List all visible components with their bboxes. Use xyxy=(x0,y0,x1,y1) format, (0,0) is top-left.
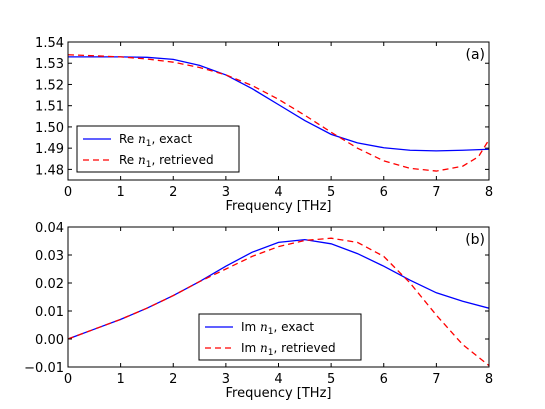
y-tick-label: 1.52 xyxy=(35,78,64,93)
y-tick-label: 1.53 xyxy=(35,57,64,72)
legend: Re n1, exact Re n1, retrieved xyxy=(76,125,240,173)
x-axis-label: Frequency [THz] xyxy=(226,386,332,401)
y-tick-label: 0.04 xyxy=(35,221,64,236)
x-tick-label: 2 xyxy=(169,372,177,387)
x-tick-label: 3 xyxy=(222,372,230,387)
x-tick-label: 3 xyxy=(222,185,230,200)
series-line-2 xyxy=(68,54,489,172)
panel-label: (a) xyxy=(465,47,485,63)
y-tick-label: 0.02 xyxy=(35,277,64,292)
y-tick-label: −0.01 xyxy=(24,361,64,376)
y-tick-label: 1.54 xyxy=(35,36,64,51)
chart-panel-1: 0 1 2 3 4 5 6 7 8 1.48 1.49 1.50 1.51 1.52 1.53 1.54 (a)… xyxy=(35,36,493,214)
legend-label-2: Re n1, retrieved xyxy=(119,153,214,170)
chart-panel-2: 0 1 2 3 4 5 6 7 8 −0.01 0.00 0.01 0.02 0.03 0.04 (b) Fre… xyxy=(24,221,493,401)
y-tick-label: 1.51 xyxy=(35,100,64,115)
y-tick-label: 0.00 xyxy=(35,333,64,348)
x-tick-label: 4 xyxy=(274,185,282,200)
x-tick-label: 4 xyxy=(274,372,282,387)
y-tick-label: 1.48 xyxy=(35,163,64,178)
panel-label: (b) xyxy=(465,232,485,248)
legend-label-1: Im n1, exact xyxy=(241,320,314,337)
x-tick-label: 5 xyxy=(327,185,335,200)
legend: Im n1, exact Im n1, retrieved xyxy=(198,313,362,361)
x-tick-label: 8 xyxy=(485,372,493,387)
y-tick-label: 0.03 xyxy=(35,249,64,264)
x-tick-label: 6 xyxy=(380,185,388,200)
series-line-2 xyxy=(68,237,489,367)
x-tick-label: 6 xyxy=(380,372,388,387)
x-tick-label: 2 xyxy=(169,185,177,200)
x-tick-label: 7 xyxy=(432,372,440,387)
x-tick-label: 7 xyxy=(432,185,440,200)
legend-box xyxy=(198,313,362,361)
x-tick-label: 0 xyxy=(64,372,72,387)
legend-box xyxy=(76,125,240,173)
legend-label-1: Re n1, exact xyxy=(119,132,192,149)
x-tick-label: 8 xyxy=(485,185,493,200)
x-tick-label: 1 xyxy=(116,372,124,387)
series-line-1 xyxy=(68,56,489,152)
legend-label-2: Im n1, retrieved xyxy=(241,341,336,358)
x-tick-label: 0 xyxy=(64,185,72,200)
x-axis-label: Frequency [THz] xyxy=(226,199,332,214)
x-tick-label: 1 xyxy=(116,185,124,200)
x-tick-label: 5 xyxy=(327,372,335,387)
y-tick-label: 0.01 xyxy=(35,305,64,320)
y-tick-label: 1.49 xyxy=(35,142,64,157)
y-tick-label: 1.50 xyxy=(35,121,64,136)
